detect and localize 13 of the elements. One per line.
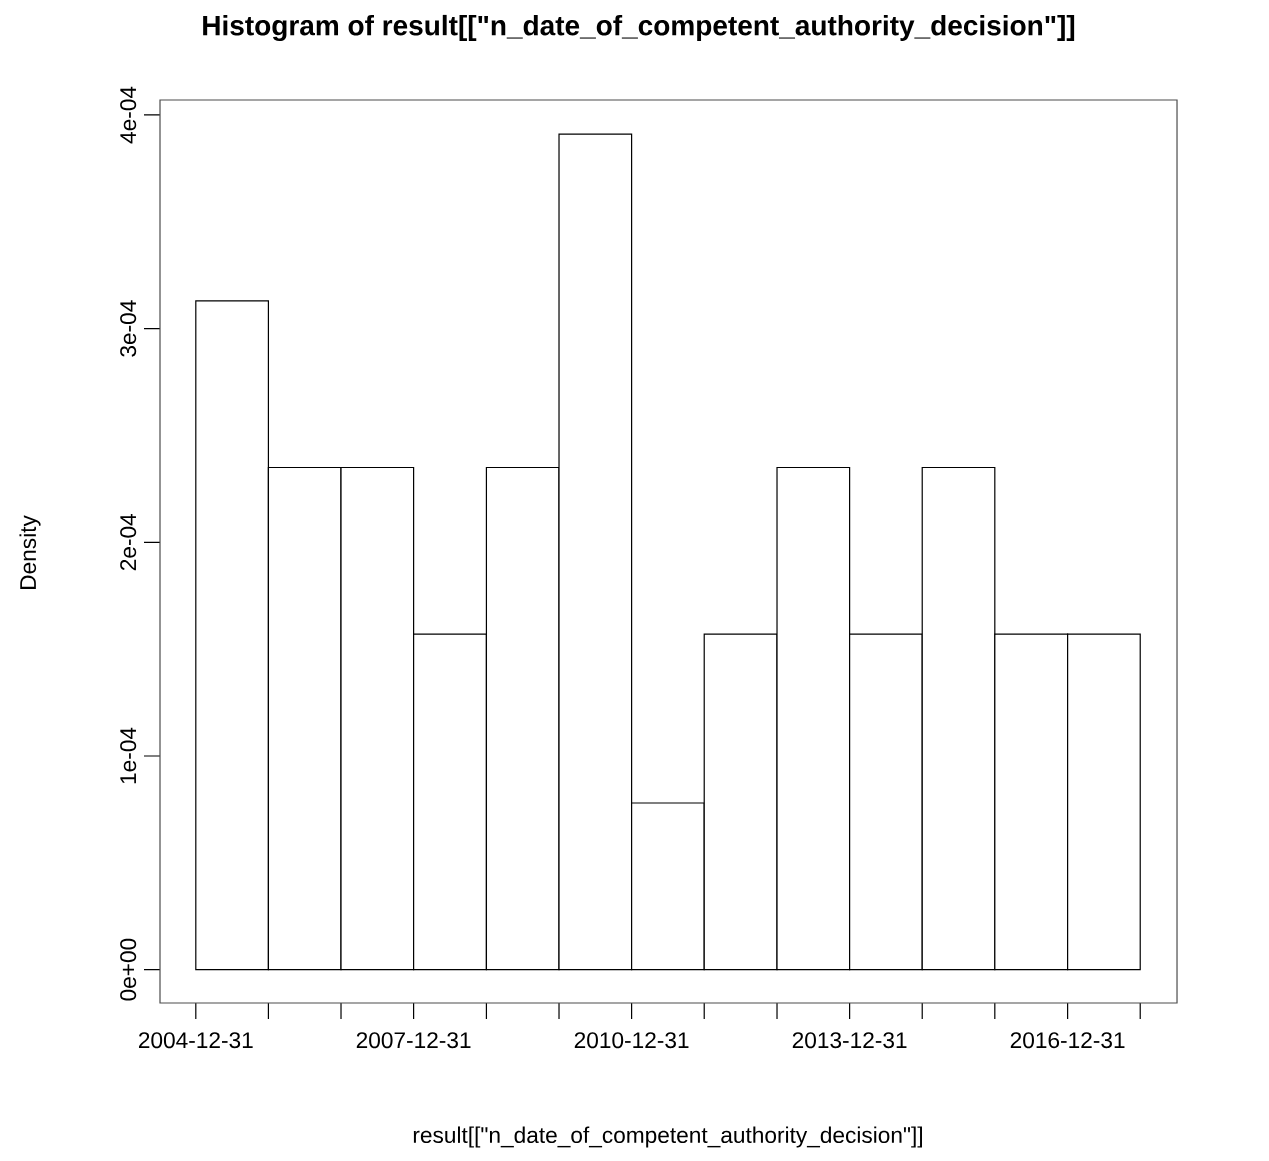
y-tick-label: 4e-04	[120, 86, 137, 144]
x-tick-label: 2010-12-31	[574, 1032, 689, 1049]
x-tick-label: 2016-12-31	[1010, 1032, 1125, 1049]
x-tick-label: 2004-12-31	[138, 1032, 253, 1049]
x-tick-label: 2007-12-31	[356, 1032, 471, 1049]
x-axis-title: result[["n_date_of_competent_authority_decision"]]	[413, 1126, 922, 1148]
y-axis-title: Density	[19, 515, 41, 589]
chart-title: Histogram of result[["n_date_of_competent_authority_decision"]]	[203, 14, 1075, 42]
x-tick-label: 2013-12-31	[792, 1032, 907, 1049]
y-tick-label: 2e-04	[120, 514, 137, 571]
y-tick-label: 1e-04	[120, 727, 137, 784]
y-tick-label: 3e-04	[120, 300, 137, 357]
y-tick-label: 0e+00	[120, 938, 137, 1001]
